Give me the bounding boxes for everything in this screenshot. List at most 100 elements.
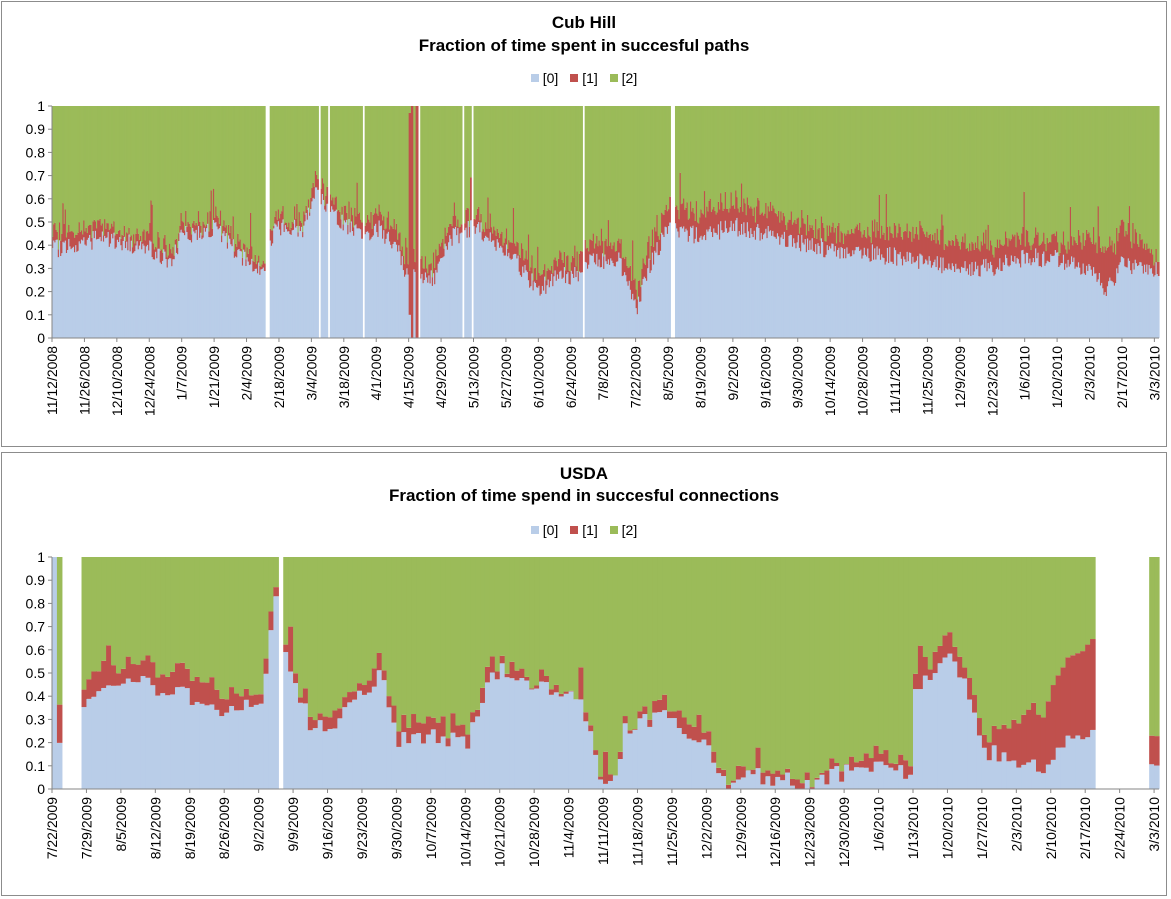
bar-segment-2: [790, 557, 796, 779]
bar-segment-0: [317, 720, 324, 789]
bar-segment-2: [162, 106, 164, 253]
bar-segment-1: [636, 299, 639, 315]
bar-segment-0: [802, 242, 805, 338]
bar-segment-1: [853, 233, 856, 255]
bar-segment-2: [891, 106, 894, 234]
bar-segment-2: [620, 106, 623, 240]
bar-segment-1: [566, 256, 568, 275]
bar-segment-1: [221, 235, 223, 243]
bar-segment-1: [497, 232, 500, 243]
bar-segment-2: [845, 106, 847, 236]
bar-segment-2: [596, 106, 598, 236]
bar-segment-0: [754, 239, 757, 338]
bar-segment-0: [401, 732, 407, 789]
bar-segment-1: [108, 230, 111, 247]
bar-segment-2: [1083, 106, 1086, 246]
bar-segment-2: [996, 106, 999, 240]
bar-segment-2: [758, 106, 761, 201]
bar-segment-0: [698, 242, 700, 338]
legend-label-1: [1]: [582, 70, 598, 86]
bar-segment-0: [272, 243, 274, 338]
bar-segment-0: [215, 222, 218, 338]
bar-segment-1: [1011, 234, 1014, 262]
bar-segment-2: [1015, 106, 1018, 248]
bar-segment-1: [514, 670, 520, 681]
bar-segment-0: [549, 281, 552, 338]
bar-segment-0: [375, 223, 377, 338]
bar-segment-0: [746, 222, 749, 338]
bar-segment-1: [382, 220, 384, 239]
bar-segment-1: [893, 222, 896, 248]
bar-segment-0: [130, 681, 137, 789]
chart-title: USDA: [559, 464, 609, 483]
bar-segment-2: [897, 106, 900, 234]
bar-segment-0: [712, 237, 714, 338]
bar-segment-2: [250, 106, 252, 213]
bar-segment-0: [277, 221, 280, 338]
bar-segment-0: [1032, 257, 1035, 338]
bar-segment-1: [568, 690, 575, 692]
bar-segment-1: [1011, 719, 1017, 761]
bar-segment-2: [750, 557, 757, 770]
bar-segment-2: [524, 106, 527, 259]
bar-segment-1: [444, 227, 447, 244]
bar-segment-2: [420, 106, 422, 259]
bar-segment-0: [392, 244, 395, 338]
bar-segment-0: [1114, 283, 1117, 338]
bar-segment-2: [395, 106, 398, 224]
bar-segment-2: [787, 106, 790, 223]
x-tick-label: 5/27/2009: [498, 346, 514, 408]
bar-segment-2: [1035, 106, 1037, 228]
bar-segment-2: [762, 106, 765, 216]
bar-segment-2: [914, 106, 917, 234]
bar-segment-0: [79, 243, 82, 338]
bar-segment-1: [298, 697, 304, 703]
bar-segment-0: [252, 271, 255, 338]
bar-segment-1: [317, 179, 319, 190]
bar-segment-1: [455, 725, 461, 738]
bar-segment-2: [911, 106, 913, 242]
bar-segment-2: [422, 106, 425, 269]
bar-segment-2: [1106, 106, 1109, 248]
bar-segment-0: [485, 235, 487, 338]
bar-segment-0: [199, 703, 206, 789]
bar-segment-0: [864, 254, 867, 338]
bar-segment-1: [218, 223, 221, 229]
bar-segment-2: [487, 106, 490, 198]
bar-segment-0: [312, 197, 315, 338]
bar-segment-1: [630, 280, 633, 300]
bar-segment-1: [64, 209, 67, 241]
bar-segment-2: [229, 557, 235, 688]
bar-segment-2: [1117, 106, 1120, 242]
bar-segment-2: [379, 106, 382, 212]
bar-segment-1: [396, 731, 402, 747]
bar-segment-2: [492, 106, 494, 234]
bar-segment-1: [199, 682, 206, 704]
bar-segment-2: [439, 106, 442, 247]
bar-segment-0: [234, 710, 240, 789]
bar-segment-1: [406, 247, 409, 269]
bar-segment-2: [199, 557, 206, 683]
bar-segment-1: [1139, 233, 1142, 262]
bar-segment-1: [238, 696, 245, 711]
bar-segment-1: [96, 228, 98, 240]
bar-segment-2: [947, 557, 953, 633]
bar-segment-0: [803, 244, 806, 338]
bar-segment-1: [923, 234, 926, 264]
y-tick-label: 0.2: [26, 735, 46, 751]
bar-segment-0: [702, 236, 705, 338]
bar-segment-2: [957, 557, 963, 657]
bar-segment-2: [270, 106, 273, 231]
bar-segment-0: [747, 231, 750, 338]
bar-segment-2: [717, 106, 720, 202]
bar-segment-0: [749, 238, 751, 338]
bar-segment-0: [696, 241, 699, 338]
bar-segment-2: [534, 106, 537, 268]
bar-segment-1: [885, 194, 888, 262]
bar-segment-0: [720, 221, 722, 338]
bar-segment-1: [691, 211, 693, 228]
bar-segment-0: [129, 251, 132, 338]
bar-segment-1: [199, 221, 201, 238]
bar-segment-2: [401, 106, 404, 247]
bar-segment-2: [544, 557, 550, 676]
